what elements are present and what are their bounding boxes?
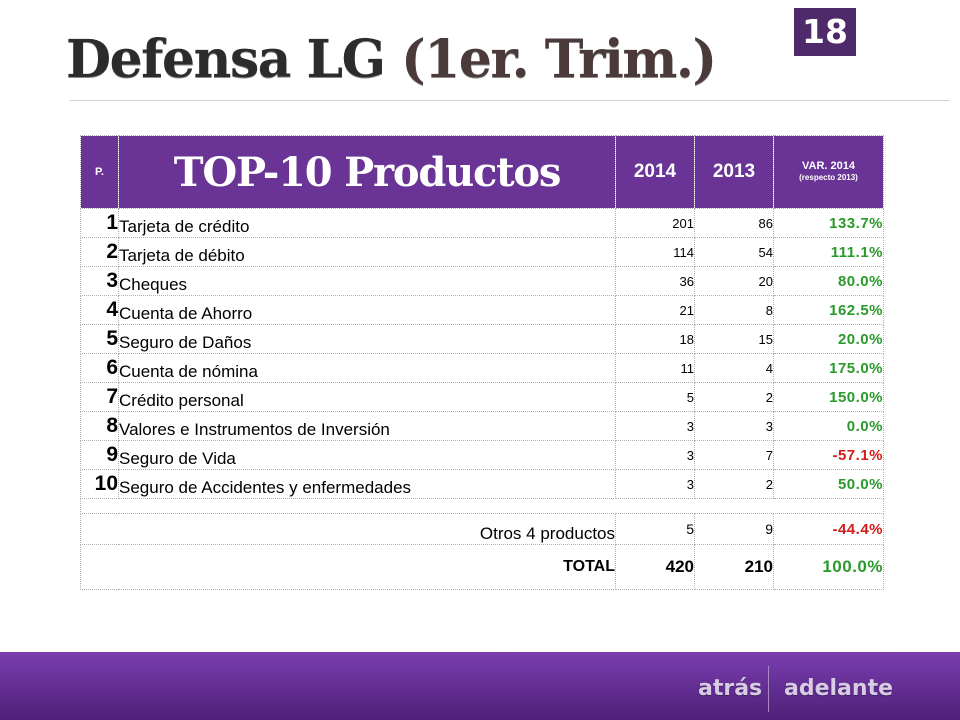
column-header-variation: VAR. 2014 (respecto 2013): [773, 135, 884, 209]
total-row: TOTAL 420 210 100.0%: [80, 544, 884, 590]
others-2014-value: 5: [615, 513, 695, 545]
variation-cell: 162.5%: [773, 295, 884, 325]
product-name-cell: Seguro de Accidentes y enfermedades: [118, 469, 616, 499]
variation-cell: -57.1%: [773, 440, 884, 470]
rank-cell: 10: [80, 469, 119, 499]
rank-cell: 9: [80, 440, 119, 470]
top-products-table: P. TOP-10 Productos 2014 2013 VAR. 2014(…: [80, 135, 884, 590]
column-header-products: TOP-10 Productos: [118, 135, 616, 209]
value-2014-cell: 5: [615, 382, 695, 412]
table-spacer-row: [80, 498, 884, 514]
value-2013-cell: 54: [694, 237, 774, 267]
variation-cell: 150.0%: [773, 382, 884, 412]
column-header-2013: 2013: [694, 135, 774, 209]
rank-cell: 3: [80, 266, 119, 296]
total-label: TOTAL: [80, 544, 616, 590]
value-2013-cell: 3: [694, 411, 774, 441]
value-2014-cell: 11: [615, 353, 695, 383]
value-2014-cell: 114: [615, 237, 695, 267]
rank-cell: 1: [80, 208, 119, 238]
rank-cell: 8: [80, 411, 119, 441]
nav-divider: [768, 666, 769, 712]
value-2013-cell: 7: [694, 440, 774, 470]
variation-sublabel: (respecto 2013): [799, 173, 858, 182]
rank-cell: 5: [80, 324, 119, 354]
variation-cell: 0.0%: [773, 411, 884, 441]
title-divider: [70, 100, 950, 101]
variation-cell: 50.0%: [773, 469, 884, 499]
value-2013-cell: 20: [694, 266, 774, 296]
table-row: 4 Cuenta de Ahorro 21 8 162.5%: [80, 295, 884, 325]
value-2014-cell: 3: [615, 411, 695, 441]
variation-cell: 80.0%: [773, 266, 884, 296]
value-2014-cell: 18: [615, 324, 695, 354]
page-number-badge: 18: [794, 8, 856, 56]
variation-cell: 133.7%: [773, 208, 884, 238]
value-2013-cell: 2: [694, 469, 774, 499]
table-row: 10 Seguro de Accidentes y enfermedades 3 2 5…: [80, 469, 884, 499]
product-name-cell: Cuenta de nómina: [118, 353, 616, 383]
product-name-cell: Tarjeta de débito: [118, 237, 616, 267]
others-variation: -44.4%: [773, 513, 884, 545]
rank-cell: 2: [80, 237, 119, 267]
table-header-row: P. TOP-10 Productos 2014 2013 VAR. 2014(…: [80, 135, 884, 209]
product-name-cell: Crédito personal: [118, 382, 616, 412]
table-row: 7 Crédito personal 5 2 150.0%: [80, 382, 884, 412]
variation-cell: 111.1%: [773, 237, 884, 267]
variation-cell: 20.0%: [773, 324, 884, 354]
others-row: Otros 4 productos 5 9 -44.4%: [80, 513, 884, 545]
page-title: Defensa LG (1er. Trim.): [66, 24, 717, 96]
variation-cell: 175.0%: [773, 353, 884, 383]
value-2014-cell: 3: [615, 440, 695, 470]
variation-label: VAR. 2014: [802, 160, 855, 172]
total-variation: 100.0%: [773, 544, 884, 590]
forward-link[interactable]: adelante: [784, 676, 894, 701]
table-row: 9 Seguro de Vida 3 7 -57.1%: [80, 440, 884, 470]
value-2014-cell: 201: [615, 208, 695, 238]
table-row: 6 Cuenta de nómina 11 4 175.0%: [80, 353, 884, 383]
value-2014-cell: 21: [615, 295, 695, 325]
footer-bar: [0, 652, 960, 720]
title-main: Defensa LG: [66, 29, 386, 90]
product-name-cell: Cheques: [118, 266, 616, 296]
table-row: 8 Valores e Instrumentos de Inversión 3 3 0.…: [80, 411, 884, 441]
product-name-cell: Seguro de Vida: [118, 440, 616, 470]
value-2014-cell: 3: [615, 469, 695, 499]
value-2013-cell: 2: [694, 382, 774, 412]
product-name-cell: Valores e Instrumentos de Inversión: [118, 411, 616, 441]
total-2014-value: 420: [615, 544, 695, 590]
product-name-cell: Tarjeta de crédito: [118, 208, 616, 238]
table-row: 3 Cheques 36 20 80.0%: [80, 266, 884, 296]
value-2013-cell: 8: [694, 295, 774, 325]
table-row: 5 Seguro de Daños 18 15 20.0%: [80, 324, 884, 354]
value-2013-cell: 4: [694, 353, 774, 383]
product-name-cell: Cuenta de Ahorro: [118, 295, 616, 325]
column-header-rank: P.: [80, 135, 119, 209]
others-2013-value: 9: [694, 513, 774, 545]
table-row: 1 Tarjeta de crédito 201 86 133.7%: [80, 208, 884, 238]
total-2013-value: 210: [694, 544, 774, 590]
rank-cell: 4: [80, 295, 119, 325]
value-2014-cell: 36: [615, 266, 695, 296]
rank-cell: 6: [80, 353, 119, 383]
product-name-cell: Seguro de Daños: [118, 324, 616, 354]
value-2013-cell: 15: [694, 324, 774, 354]
spacer-cell: [80, 498, 884, 514]
title-period: (1er. Trim.): [401, 29, 717, 90]
column-header-2014: 2014: [615, 135, 695, 209]
back-link[interactable]: atrás: [698, 676, 763, 701]
others-label: Otros 4 productos: [80, 513, 616, 545]
table-row: 2 Tarjeta de débito 114 54 111.1%: [80, 237, 884, 267]
value-2013-cell: 86: [694, 208, 774, 238]
rank-cell: 7: [80, 382, 119, 412]
